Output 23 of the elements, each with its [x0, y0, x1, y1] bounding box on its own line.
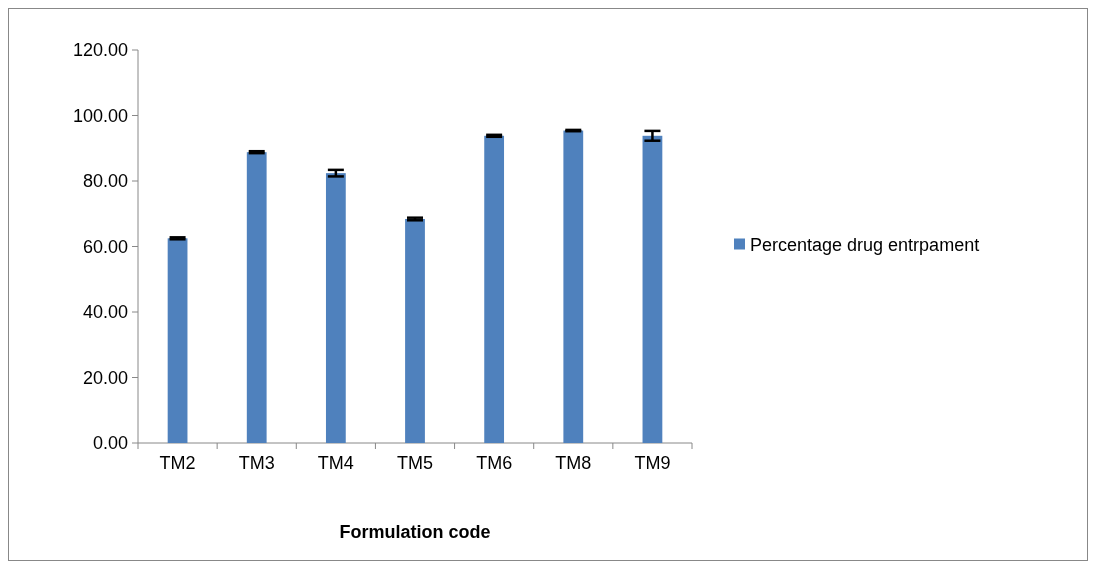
y-tick-label: 40.00 — [82, 302, 128, 323]
x-tick-label: TM9 — [634, 453, 671, 473]
bar — [405, 218, 425, 443]
x-tick-label: TM3 — [238, 453, 275, 473]
bar — [246, 152, 267, 443]
x-axis-title: Formulation code — [339, 522, 491, 542]
y-tick-label: 80.00 — [82, 171, 128, 192]
bar — [642, 135, 663, 443]
bar — [325, 173, 346, 443]
y-tick-label: 20.00 — [82, 367, 128, 388]
x-tick-label: TM6 — [476, 453, 513, 473]
x-tick-label: TM5 — [397, 453, 433, 473]
y-tick-label: 100.00 — [72, 105, 128, 126]
bar — [484, 135, 505, 443]
bar — [563, 130, 584, 443]
legend-label: Percentage drug entrpament — [750, 234, 980, 255]
x-tick-label: TM4 — [317, 453, 354, 473]
x-tick-label: TM8 — [555, 453, 592, 473]
bar — [167, 238, 188, 443]
y-tick-label: 120.00 — [72, 40, 128, 61]
y-tick-label: 60.00 — [82, 236, 128, 257]
x-tick-label: TM2 — [159, 453, 196, 473]
y-tick-label: 0.00 — [92, 433, 128, 454]
